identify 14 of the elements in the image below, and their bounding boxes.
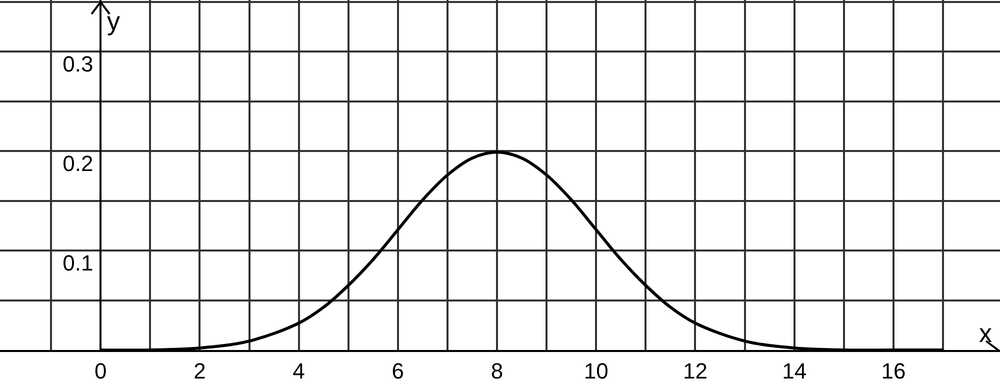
x-tick-label: 14 <box>782 358 807 384</box>
x-tick-label: 8 <box>490 358 504 384</box>
x-tick-label: 2 <box>194 358 206 384</box>
x-tick-label: 6 <box>392 358 404 384</box>
y-tick-label: 0.3 <box>62 51 94 76</box>
y-axis-title: y <box>107 6 120 36</box>
y-tick-label: 0.1 <box>62 250 94 276</box>
x-tick-label: 12 <box>683 358 708 384</box>
x-axis-title: x <box>979 318 992 348</box>
x-tick-label: 16 <box>881 358 906 384</box>
x-tick-label: 0 <box>94 358 107 384</box>
x-tick-label: 10 <box>584 358 608 384</box>
x-tick-label: 4 <box>292 358 305 384</box>
y-tick-label: 0.2 <box>62 150 94 176</box>
